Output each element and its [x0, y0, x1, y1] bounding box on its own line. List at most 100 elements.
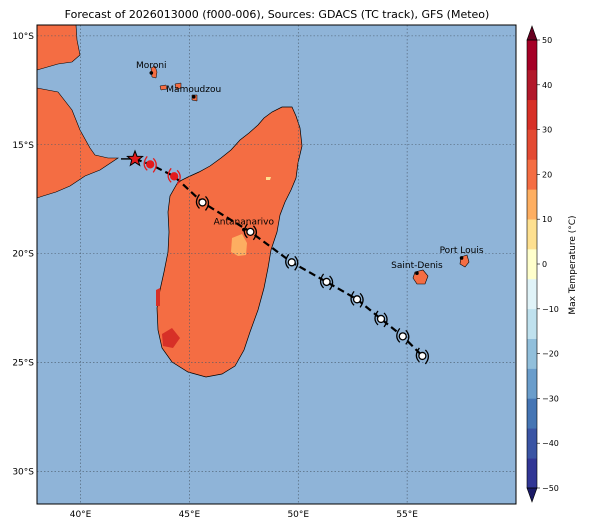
city-marker	[149, 71, 154, 75]
colorbar-tick-label: 10	[542, 215, 552, 224]
madagascar-island	[156, 106, 303, 378]
colorbar-label: Max Temperature (°C)	[568, 215, 578, 314]
colorbar-segment	[527, 338, 537, 369]
colorbar-tick-label: −50	[542, 484, 559, 493]
temperature-colorbar: 50 40 30 20 10 0 −10 −20 −30 −40 −50	[526, 25, 559, 503]
cyclone-arm	[285, 253, 290, 269]
colorbar-segment	[527, 159, 537, 190]
hot-temperature-patch-west	[156, 288, 160, 306]
cyclone-symbol	[374, 310, 388, 328]
cyclone-symbol	[415, 347, 430, 365]
cyclone-eye	[352, 295, 362, 304]
colorbar-tick-label: 40	[542, 81, 552, 90]
colorbar-segment	[527, 189, 537, 220]
cyclone-eye	[246, 227, 255, 236]
colorbar-tick-label: −40	[542, 439, 559, 448]
cyclone-arm	[424, 349, 430, 365]
cyclone-arm	[415, 347, 420, 363]
cyclone-symbol	[350, 290, 364, 308]
colorbar-tick-label: 50	[542, 36, 552, 45]
lat-tick-label: 20°S	[12, 250, 34, 260]
colorbar-tick-label: 0	[542, 260, 547, 269]
colorbar-segment	[527, 278, 537, 310]
ocean-background	[37, 25, 516, 504]
colorbar-segment	[527, 69, 537, 101]
colorbar-segment	[527, 99, 537, 130]
cyclone-arm	[243, 223, 248, 239]
colorbar-min-arrow	[526, 487, 538, 503]
lon-tick-label: 45°E	[179, 510, 201, 520]
colorbar-segment	[527, 40, 537, 71]
cyclone-symbol	[195, 194, 210, 211]
cyclone-arm	[405, 329, 410, 345]
cyclone-eye	[170, 172, 179, 181]
cyclone-arm	[204, 195, 210, 211]
colorbar-segment	[527, 219, 537, 250]
africa-mainland	[36, 24, 119, 199]
cyclone-eye	[376, 314, 386, 324]
cyclone-eye	[322, 277, 331, 287]
cyclone-arm	[152, 157, 157, 173]
highland-temperature-patch	[231, 234, 247, 256]
cyclone-arm	[383, 312, 388, 328]
cyclone-arm	[329, 275, 334, 291]
cyclone-eye	[287, 258, 296, 267]
city-marker	[415, 271, 419, 276]
hot-temperature-patch-south	[162, 328, 180, 348]
colorbar-tick-label: −10	[542, 305, 559, 314]
anjouan-island	[174, 82, 182, 90]
colorbar-segment	[527, 398, 537, 429]
cyclone-arm	[359, 292, 364, 308]
colorbar-segment	[527, 308, 537, 339]
map-gridlines: 40°E 45°E 50°E 55°E 10°S 15°S 20°S 25°S 30°S	[12, 25, 516, 520]
city-marker	[459, 256, 464, 260]
cyclone-arm	[294, 255, 299, 271]
moheli-island	[159, 84, 168, 91]
colorbar-tick-label: −30	[542, 394, 559, 403]
cyclone-symbol	[396, 327, 410, 345]
lon-tick-label: 55°E	[396, 510, 418, 520]
lat-tick-label: 15°S	[12, 141, 34, 151]
cyclone-symbol	[143, 155, 157, 173]
cyclone-track	[120, 149, 430, 365]
figure-title: Forecast of 2026013000 (f000-006), Sourc…	[65, 8, 490, 21]
cyclone-eye	[146, 160, 155, 169]
city-label: Saint-Denis	[391, 261, 443, 271]
cyclone-symbol	[243, 223, 258, 241]
colorbar-tick-label: −20	[542, 350, 559, 359]
city-label: Antananarivo	[214, 218, 275, 228]
colorbar-tick-label: 30	[542, 126, 552, 135]
cyclone-eye	[398, 332, 407, 341]
cyclone-arm	[167, 167, 172, 183]
cyclone-eye	[198, 198, 207, 207]
colorbar-segment	[527, 458, 537, 489]
colorbar-segment	[527, 249, 537, 280]
lat-tick-label: 30°S	[12, 467, 34, 477]
cyclone-arm	[350, 290, 355, 306]
city-label: Moroni	[136, 61, 167, 71]
city-marker	[191, 95, 196, 99]
north-cape-detail	[266, 177, 271, 180]
colorbar-segment	[527, 368, 537, 399]
cyclone-symbol	[285, 253, 299, 271]
cyclone-arm	[319, 273, 325, 289]
track-origin-star	[126, 149, 144, 167]
colorbar-tick-label: 20	[542, 170, 552, 179]
cyclone-symbol	[167, 167, 181, 185]
cyclone-arm	[195, 194, 201, 209]
lat-tick-label: 10°S	[12, 32, 34, 42]
cyclone-arm	[143, 155, 148, 171]
city-label: Mamoudzou	[166, 85, 221, 95]
colorbar-max-arrow	[526, 25, 538, 41]
map-panel: 40°E 45°E 50°E 55°E 10°S 15°S 20°S 25°S 30°S Mor…	[12, 24, 517, 520]
city-label: Port Louis	[440, 246, 484, 256]
cyclone-arm	[176, 169, 181, 185]
lon-tick-label: 50°E	[287, 510, 309, 520]
colorbar-segment	[527, 428, 537, 459]
lat-tick-label: 25°S	[12, 358, 34, 368]
cyclone-arm	[396, 327, 401, 343]
cyclone-eye	[418, 351, 427, 361]
cyclone-arm	[374, 310, 379, 326]
cyclone-symbol	[319, 273, 334, 291]
